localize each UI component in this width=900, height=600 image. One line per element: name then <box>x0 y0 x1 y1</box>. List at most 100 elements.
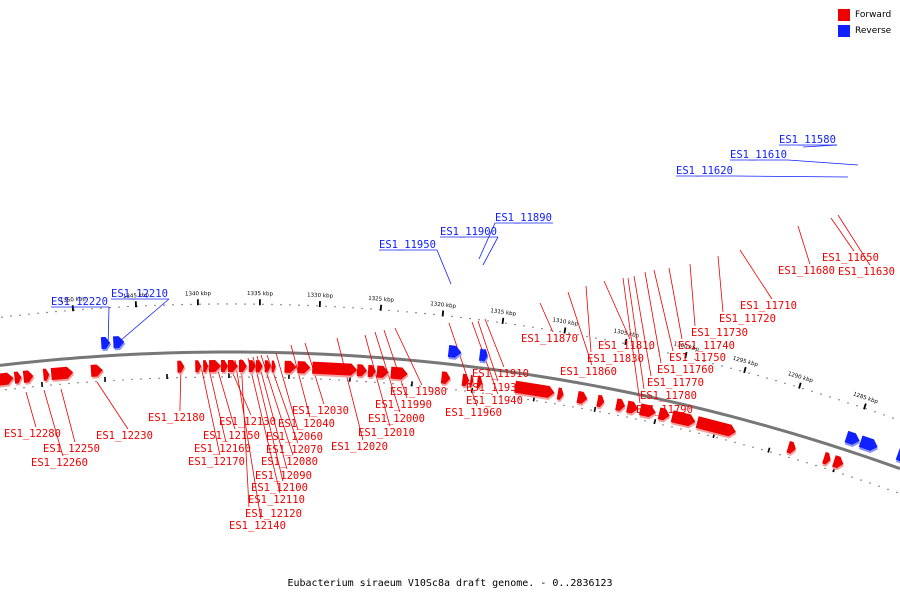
gene-label-es1-11630[interactable]: ES1_11630 <box>838 266 895 278</box>
forward-gene[interactable] <box>461 373 471 389</box>
gene-label-es1-11650[interactable]: ES1_11650 <box>822 252 879 264</box>
gene-label-es1-12070[interactable]: ES1_12070 <box>266 444 323 456</box>
gene-label-es1-11890[interactable]: ES1_11890 <box>495 212 552 224</box>
gene-label-es1-12090[interactable]: ES1_12090 <box>255 470 312 482</box>
gene-label-es1-12000[interactable]: ES1_12000 <box>368 413 425 425</box>
gene-label-es1-12120[interactable]: ES1_12120 <box>245 508 302 520</box>
forward-gene[interactable] <box>390 366 409 382</box>
gene-label-es1-11810[interactable]: ES1_11810 <box>598 340 655 352</box>
forward-gene[interactable] <box>255 360 264 375</box>
gene-label-es1-11830[interactable]: ES1_11830 <box>587 353 644 365</box>
forward-gene[interactable] <box>367 364 377 380</box>
gene-label-es1-11740[interactable]: ES1_11740 <box>678 340 735 352</box>
forward-gene[interactable] <box>203 360 210 375</box>
forward-gene[interactable] <box>514 380 557 401</box>
forward-gene[interactable] <box>13 371 23 386</box>
gene-label-es1-11750[interactable]: ES1_11750 <box>669 352 726 364</box>
gene-label-es1-11720[interactable]: ES1_11720 <box>719 313 776 325</box>
forward-gene[interactable] <box>596 394 606 410</box>
forward-gene[interactable] <box>469 374 475 389</box>
gene-label-es1-12110[interactable]: ES1_12110 <box>248 494 305 506</box>
gene-label-es1-11990[interactable]: ES1_11990 <box>375 399 432 411</box>
gene-label-es1-11930[interactable]: ES1_11930 <box>466 382 523 394</box>
gene-label-es1-12150[interactable]: ES1_12150 <box>203 430 260 442</box>
gene-label-es1-11790[interactable]: ES1_11790 <box>636 404 693 416</box>
forward-gene[interactable] <box>221 360 230 375</box>
gene-label-es1-11910[interactable]: ES1_11910 <box>472 368 529 380</box>
forward-gene[interactable] <box>22 370 35 385</box>
gene-label-es1-11780[interactable]: ES1_11780 <box>640 390 697 402</box>
forward-gene[interactable] <box>695 416 738 440</box>
gene-label-es1-12100[interactable]: ES1_12100 <box>251 482 308 494</box>
gene-label-es1-11710[interactable]: ES1_11710 <box>740 300 797 312</box>
forward-gene[interactable] <box>227 359 239 375</box>
forward-gene[interactable] <box>626 400 641 417</box>
gene-label-es1-11860[interactable]: ES1_11860 <box>560 366 617 378</box>
gene-label-es1-11940[interactable]: ES1_11940 <box>466 395 523 407</box>
gene-label-es1-12230[interactable]: ES1_12230 <box>96 430 153 442</box>
gene-label-es1-12210[interactable]: ES1_12210 <box>111 288 168 300</box>
gene-label-es1-12280[interactable]: ES1_12280 <box>4 428 61 440</box>
forward-gene[interactable] <box>248 360 257 375</box>
reverse-gene[interactable] <box>844 430 863 449</box>
forward-gene[interactable] <box>177 360 186 375</box>
forward-gene[interactable] <box>821 451 833 468</box>
forward-gene[interactable] <box>264 360 272 375</box>
gene-label-es1-11580[interactable]: ES1_11580 <box>779 134 836 146</box>
forward-gene[interactable] <box>556 387 565 403</box>
reverse-gene[interactable] <box>100 336 112 352</box>
gene-label-es1-11770[interactable]: ES1_11770 <box>647 377 704 389</box>
gene-label-es1-12030[interactable]: ES1_12030 <box>292 405 349 417</box>
gene-label-es1-12080[interactable]: ES1_12080 <box>261 456 318 468</box>
gene-label-es1-12250[interactable]: ES1_12250 <box>43 443 100 455</box>
gene-label-es1-11960[interactable]: ES1_11960 <box>445 407 502 419</box>
gene-label-es1-12260[interactable]: ES1_12260 <box>31 457 88 469</box>
forward-gene[interactable] <box>638 403 659 420</box>
reverse-gene[interactable] <box>895 448 900 466</box>
forward-gene[interactable] <box>284 360 298 375</box>
forward-gene[interactable] <box>657 407 672 423</box>
gene-label-es1-12180[interactable]: ES1_12180 <box>148 412 205 424</box>
reverse-gene[interactable] <box>858 435 880 455</box>
forward-gene[interactable] <box>440 371 452 386</box>
forward-gene[interactable] <box>195 360 203 375</box>
gene-label-es1-11730[interactable]: ES1_11730 <box>691 327 748 339</box>
forward-gene[interactable] <box>356 364 369 379</box>
gene-label-es1-11900[interactable]: ES1_11900 <box>440 226 497 238</box>
gene-label-es1-11620[interactable]: ES1_11620 <box>676 165 733 177</box>
gene-label-es1-12060[interactable]: ES1_12060 <box>266 431 323 443</box>
forward-gene[interactable] <box>615 398 628 414</box>
forward-gene[interactable] <box>476 375 484 391</box>
gene-label-es1-11680[interactable]: ES1_11680 <box>778 265 835 277</box>
gene-label-es1-12220[interactable]: ES1_12220 <box>51 296 108 308</box>
gene-label-es1-12160[interactable]: ES1_12160 <box>194 443 251 455</box>
forward-gene[interactable] <box>42 368 51 383</box>
gene-label-es1-11950[interactable]: ES1_11950 <box>379 239 436 251</box>
forward-gene[interactable] <box>209 360 223 375</box>
forward-gene[interactable] <box>670 410 698 429</box>
forward-gene[interactable] <box>297 361 312 376</box>
gene-label-es1-12170[interactable]: ES1_12170 <box>188 456 245 468</box>
forward-gene[interactable] <box>311 361 359 378</box>
gene-label-es1-12140[interactable]: ES1_12140 <box>229 520 286 532</box>
forward-gene[interactable] <box>376 365 390 381</box>
forward-gene[interactable] <box>271 360 277 375</box>
forward-gene[interactable] <box>90 364 105 379</box>
forward-gene[interactable] <box>786 441 799 457</box>
forward-gene[interactable] <box>576 391 589 407</box>
reverse-gene[interactable] <box>481 349 490 364</box>
gene-label-es1-12130[interactable]: ES1_12130 <box>219 416 276 428</box>
gene-label-es1-12040[interactable]: ES1_12040 <box>278 418 335 430</box>
forward-gene[interactable] <box>0 372 15 388</box>
gene-label-es1-11610[interactable]: ES1_11610 <box>730 149 787 161</box>
reverse-gene[interactable] <box>447 345 463 360</box>
reverse-gene[interactable] <box>112 336 126 351</box>
gene-label-es1-11760[interactable]: ES1_11760 <box>657 364 714 376</box>
gene-label-es1-12020[interactable]: ES1_12020 <box>331 441 388 453</box>
gene-label-es1-12010[interactable]: ES1_12010 <box>358 427 415 439</box>
forward-gene[interactable] <box>238 360 248 375</box>
forward-gene[interactable] <box>50 366 75 382</box>
gene-label-es1-11870[interactable]: ES1_11870 <box>521 333 578 345</box>
gene-label-es1-11980[interactable]: ES1_11980 <box>390 386 447 398</box>
forward-gene[interactable] <box>831 455 846 472</box>
